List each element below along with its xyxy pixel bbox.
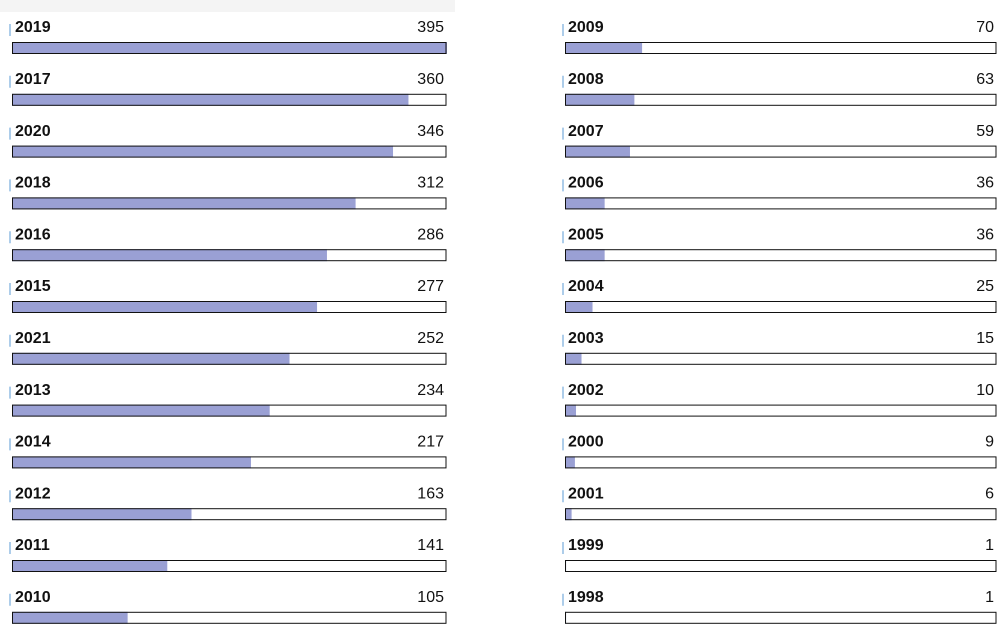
bar-frame xyxy=(12,197,447,210)
bar-frame xyxy=(12,249,447,262)
count-label: 70 xyxy=(976,19,994,36)
count-label: 36 xyxy=(976,226,994,243)
year-label: 2014 xyxy=(15,434,51,451)
year-label: 2005 xyxy=(568,226,604,243)
year-label: 2016 xyxy=(15,226,51,243)
count-label: 312 xyxy=(417,175,444,192)
year-label: 2003 xyxy=(568,330,604,347)
year-label: 2018 xyxy=(15,175,51,192)
count-label: 234 xyxy=(417,382,444,399)
year-label: 2019 xyxy=(15,19,51,36)
count-label: 36 xyxy=(976,175,994,192)
bar-fill xyxy=(565,249,605,262)
bar-frame xyxy=(565,508,997,521)
bar-fill xyxy=(12,456,251,469)
year-label: 1998 xyxy=(568,589,604,606)
year-label: 2002 xyxy=(568,382,604,399)
year-label: 2020 xyxy=(15,123,51,140)
bar-fill xyxy=(565,301,593,313)
bar-frame xyxy=(565,301,997,313)
count-label: 141 xyxy=(417,537,444,554)
bar-frame xyxy=(565,456,997,469)
bar-frame xyxy=(565,352,997,365)
bar-frame xyxy=(12,301,447,313)
bar-fill xyxy=(565,197,605,210)
bar-frame xyxy=(565,249,997,262)
count-label: 360 xyxy=(417,71,444,88)
count-label: 217 xyxy=(417,434,444,451)
year-label: 2021 xyxy=(15,330,51,347)
top-strip xyxy=(0,0,455,12)
count-label: 277 xyxy=(417,278,444,295)
bar-fill xyxy=(12,611,128,624)
count-label: 105 xyxy=(417,589,444,606)
year-label: 2009 xyxy=(568,19,604,36)
bar-frame xyxy=(12,352,447,365)
count-label: 286 xyxy=(417,226,444,243)
count-label: 15 xyxy=(976,330,994,347)
bar-frame xyxy=(565,42,997,54)
year-label: 2004 xyxy=(568,278,604,295)
bar-fill xyxy=(12,404,270,417)
bar-fill xyxy=(12,560,168,572)
bar-frame xyxy=(565,93,997,106)
bar-fill xyxy=(12,145,394,158)
year-label: 2000 xyxy=(568,434,604,451)
bar-fill xyxy=(565,93,635,106)
year-label: 2001 xyxy=(568,485,604,502)
count-label: 163 xyxy=(417,485,444,502)
year-label: 2011 xyxy=(15,537,50,554)
bar-frame xyxy=(565,560,997,572)
bar-fill xyxy=(565,42,643,54)
count-label: 9 xyxy=(985,434,994,451)
bar-fill xyxy=(565,352,582,365)
count-label: 1 xyxy=(985,589,994,606)
year-label: 2008 xyxy=(568,71,604,88)
bar-frame xyxy=(565,404,997,417)
bar-fill xyxy=(565,404,577,417)
bar-frame xyxy=(565,611,997,624)
bar-frame xyxy=(12,508,447,521)
bar-frame xyxy=(12,456,447,469)
count-label: 10 xyxy=(976,382,994,399)
year-label: 2006 xyxy=(568,175,604,192)
bar-fill xyxy=(12,249,327,262)
count-label: 395 xyxy=(417,19,444,36)
bar-frame xyxy=(12,560,447,572)
year-label: 2017 xyxy=(15,71,51,88)
bar-frame xyxy=(12,42,447,54)
year-label: 2015 xyxy=(15,278,51,295)
bar-fill xyxy=(12,197,356,210)
count-label: 25 xyxy=(976,278,994,295)
year-label: 2012 xyxy=(15,485,51,502)
year-label: 2010 xyxy=(15,589,51,606)
bar-fill xyxy=(565,456,575,469)
bar-frame xyxy=(12,145,447,158)
bar-frame xyxy=(12,611,447,624)
bar-fill xyxy=(12,352,290,365)
count-label: 252 xyxy=(417,330,444,347)
count-label: 346 xyxy=(417,123,444,140)
bar-fill xyxy=(12,42,447,54)
bar-fill xyxy=(565,145,630,158)
bar-fill xyxy=(12,93,409,106)
year-label: 2013 xyxy=(15,382,51,399)
count-label: 59 xyxy=(976,123,994,140)
bar-frame xyxy=(12,404,447,417)
bar-fill xyxy=(12,301,318,313)
count-label: 63 xyxy=(976,71,994,88)
year-label: 1999 xyxy=(568,537,604,554)
count-label: 6 xyxy=(985,485,994,502)
count-label: 1 xyxy=(985,537,994,554)
bar-fill xyxy=(565,508,572,521)
bar-fill xyxy=(12,508,192,521)
year-label: 2007 xyxy=(568,123,604,140)
bar-frame xyxy=(565,197,997,210)
bar-frame xyxy=(565,145,997,158)
bar-frame xyxy=(12,93,447,106)
